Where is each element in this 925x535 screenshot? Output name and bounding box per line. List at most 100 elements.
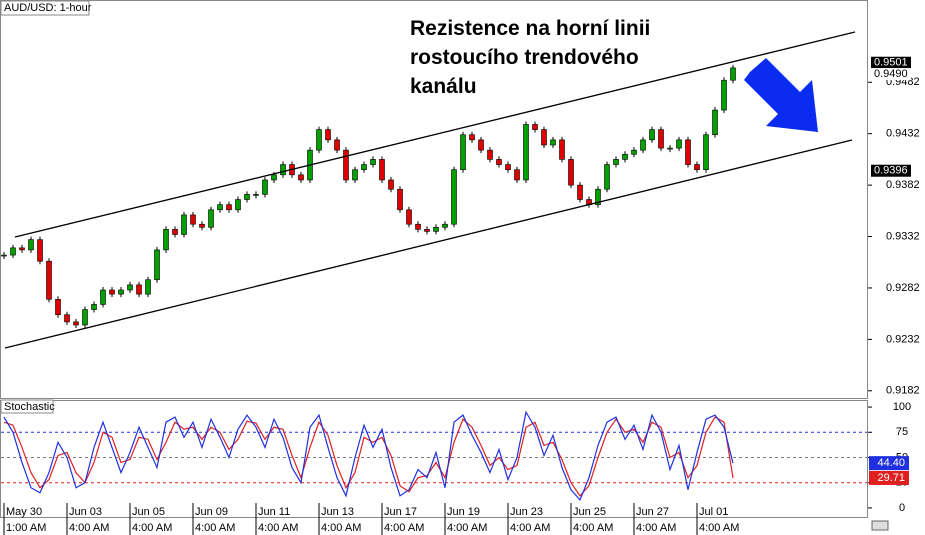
y-tick-label: 0.9232 (886, 333, 920, 345)
x-tick-time: 4:00 AM (384, 522, 424, 534)
candle (442, 223, 448, 228)
y-tick-label: 0.9432 (886, 128, 920, 140)
candle (451, 169, 457, 225)
candle (505, 164, 511, 170)
x-tick-label: Jul 01 (699, 506, 728, 518)
candle (136, 284, 142, 295)
candle (604, 164, 610, 190)
candle (487, 149, 493, 160)
annotation: rostoucího trendového (410, 46, 639, 69)
x-tick-label: May 30 (6, 506, 42, 518)
candle (55, 298, 61, 315)
y-tick-label: 0.9182 (886, 385, 920, 397)
candle (352, 169, 358, 181)
candle (325, 129, 331, 141)
candle (658, 129, 664, 149)
candle (595, 188, 601, 205)
candle (694, 164, 700, 170)
y-tick-label: 0.9282 (886, 282, 920, 294)
candle (514, 169, 520, 181)
price-label: 0.9501 (874, 57, 908, 69)
y-tick-label: 75 (896, 426, 908, 438)
candle (721, 79, 727, 111)
candle (523, 124, 529, 181)
candle (550, 139, 556, 146)
candle (433, 226, 439, 232)
x-tick-label: Jun 23 (510, 506, 543, 518)
stoch-title: Stochastic (4, 401, 55, 413)
candle (361, 164, 367, 170)
candle (64, 314, 70, 323)
value-label: 44.40 (877, 457, 905, 469)
x-tick-time: 4:00 AM (510, 522, 550, 534)
candle (370, 159, 376, 165)
plot: 0.9182 0.9232 0.9282 0.9332 0.9382 0.9432 0.94… (1, 57, 920, 535)
y-tick-label: 0.9382 (886, 179, 920, 191)
candle (478, 139, 484, 151)
candle (298, 174, 304, 181)
candle (730, 67, 736, 81)
price-label: 0.9490 (874, 68, 908, 80)
x-tick-label: Jun 11 (258, 506, 290, 518)
candle (334, 139, 340, 151)
chart-title: AUD/USD: 1-hour (4, 2, 92, 14)
candle (343, 149, 349, 181)
candle (145, 279, 151, 295)
price-label-box (871, 56, 911, 69)
candle (424, 229, 430, 232)
candle (388, 179, 394, 190)
y-tick-label: 0 (899, 502, 905, 514)
candle (73, 321, 79, 326)
stoch-line (3, 410, 734, 501)
candle (631, 149, 637, 155)
candle (118, 289, 124, 295)
x-tick-time: 4:00 AM (69, 522, 109, 534)
annotation: kanálu (410, 75, 477, 98)
candle (37, 239, 43, 262)
candle (379, 159, 385, 181)
candle (91, 304, 97, 310)
candle (568, 159, 574, 186)
x-tick-time: 4:00 AM (195, 522, 235, 534)
candle (19, 247, 25, 251)
candle (406, 209, 412, 225)
candle (622, 153, 628, 160)
candle (163, 229, 169, 251)
x-tick-label: Jun 09 (195, 506, 228, 518)
price-label-box (871, 68, 911, 81)
scroll-icon[interactable] (871, 520, 889, 531)
x-tick-time: 1:00 AM (6, 522, 46, 534)
price-label-box (871, 164, 911, 177)
candle (703, 134, 709, 170)
candle (613, 159, 619, 165)
price-label: 0.9396 (874, 165, 908, 177)
x-tick-time: 4:00 AM (699, 522, 739, 534)
arrow (744, 58, 818, 132)
x-tick-label: Jun 19 (447, 506, 480, 518)
candle (577, 184, 583, 200)
candle (712, 109, 718, 136)
x-tick-label: Jun 03 (69, 506, 102, 518)
candle (190, 214, 196, 225)
candle (208, 209, 214, 228)
x-tick-label: Jun 25 (573, 506, 606, 518)
candle (685, 139, 691, 165)
value-label-box (869, 470, 909, 485)
candle (217, 204, 223, 211)
stoch-panel (0, 400, 868, 518)
candle (46, 260, 52, 300)
annotation: Rezistence na horní linii (410, 17, 650, 40)
stoch-title-box (0, 399, 54, 414)
x-tick-time: 4:00 AM (447, 522, 487, 534)
candle (469, 134, 475, 141)
candle (559, 139, 565, 160)
candle (667, 147, 673, 150)
candle (262, 179, 268, 195)
candle (244, 194, 250, 200)
candle (199, 223, 205, 228)
candle (397, 188, 403, 211)
y-tick-label: 0.9332 (886, 230, 920, 242)
candle (649, 129, 655, 141)
candle (109, 289, 115, 295)
